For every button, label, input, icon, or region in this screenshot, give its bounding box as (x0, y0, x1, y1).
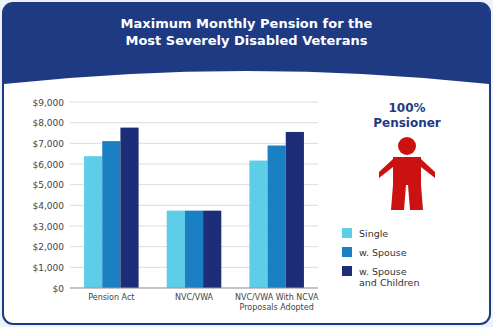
legend-swatch (342, 228, 352, 238)
x-tick-label: NVC/VWA With NCVAProposals Adopted (235, 293, 319, 312)
text-line: NVC/VWA With NCVA (235, 293, 319, 302)
text-line: Pensioner (373, 116, 441, 130)
bar (84, 156, 102, 288)
icon-arm (421, 159, 435, 178)
legend-swatch (342, 247, 352, 257)
grid-line (70, 102, 318, 103)
y-tick-label: $6,000 (33, 160, 65, 170)
y-tick-label: $0 (53, 284, 65, 294)
bar (167, 211, 185, 288)
text-line: Proposals Adopted (240, 303, 314, 312)
bars (84, 128, 304, 288)
legend-label: w. Spouseand Children (359, 266, 419, 288)
text-line: and Children (359, 277, 419, 288)
icon-leg (408, 185, 423, 210)
card (3, 3, 490, 324)
bar (203, 211, 221, 288)
bar (102, 141, 120, 288)
text-line: 100% (388, 101, 425, 115)
y-tick-label: $8,000 (33, 118, 65, 128)
text-line: w. Spouse (359, 266, 407, 277)
pensioner-icon (379, 137, 435, 210)
icon-head (398, 137, 416, 155)
text-line: NVC/VWA (175, 293, 214, 302)
legend-label: Single (359, 228, 388, 239)
header (4, 4, 489, 84)
text-line: Pension Act (88, 293, 134, 302)
x-tick-label: NVC/VWA (175, 293, 214, 302)
y-tick-label: $5,000 (33, 180, 65, 190)
chart: Maximum Monthly Pension for the Most Seve… (0, 0, 493, 327)
y-axis: $0 $1,000 $2,000 $3,000 $4,000 $5,000 $6,000 $7… (33, 98, 319, 294)
y-tick-label: $2,000 (33, 242, 65, 252)
icon-leg (391, 185, 406, 210)
text-line: Most Severely Disabled Veterans (125, 33, 367, 48)
y-tick-label: $7,000 (33, 139, 65, 149)
bar (268, 146, 286, 288)
y-tick-label: $1,000 (33, 263, 65, 273)
x-tick-label: Pension Act (88, 293, 134, 302)
y-tick-label: $4,000 (33, 201, 65, 211)
bar (286, 132, 304, 288)
bar (249, 161, 267, 288)
title: Maximum Monthly Pension for the Most Seve… (121, 16, 373, 48)
legend-label: w. Spouse (359, 247, 407, 258)
bar (120, 128, 138, 288)
y-tick-label: $9,000 (33, 98, 65, 108)
text-line: Single (359, 228, 388, 239)
bar (185, 211, 203, 288)
grid-line (70, 122, 318, 123)
text-line: w. Spouse (359, 247, 407, 258)
legend: Singlew. Spousew. Spouseand Children (342, 228, 419, 288)
y-tick-label: $3,000 (33, 222, 65, 232)
legend-swatch (342, 266, 352, 276)
x-axis-line (70, 288, 318, 289)
grid-line (70, 288, 318, 289)
annotation: 100%Pensioner (373, 101, 441, 130)
icon-torso (393, 157, 421, 185)
icon-arm (379, 159, 393, 178)
text-line: Maximum Monthly Pension for the (121, 16, 373, 31)
